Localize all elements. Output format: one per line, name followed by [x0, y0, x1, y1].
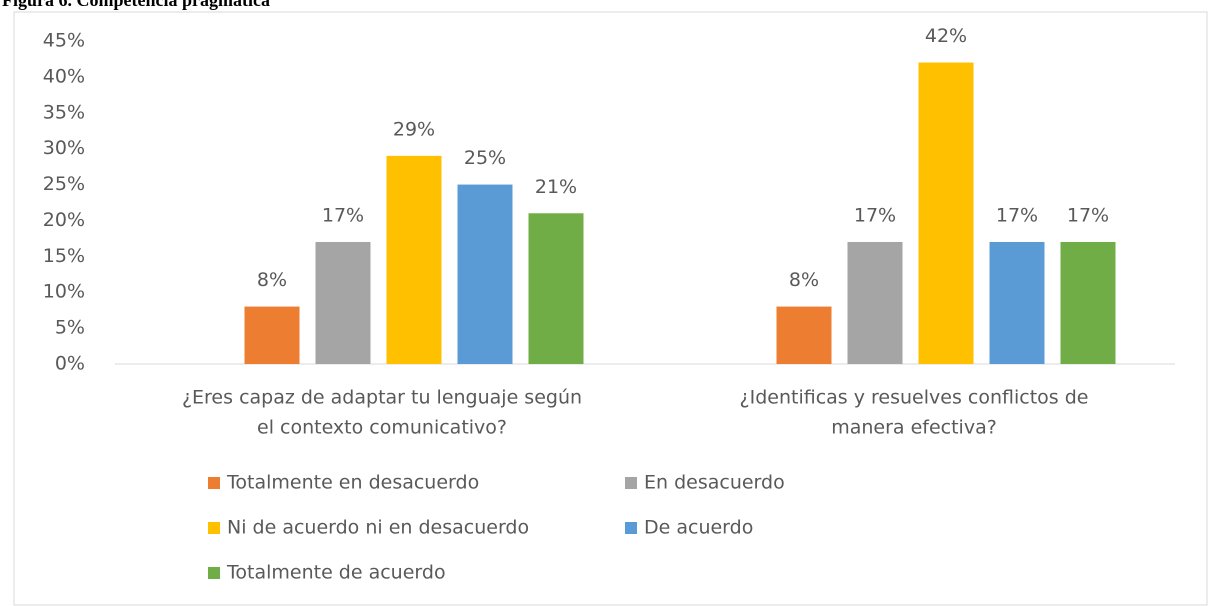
y-tick-label: 0%	[55, 353, 85, 375]
legend-label: De acuerdo	[644, 517, 753, 539]
bar	[847, 241, 903, 364]
caption: Figura 6. Competencia pragmática	[2, 0, 270, 10]
legend-label: En desacuerdo	[644, 472, 785, 494]
legend-label: Totalmente de acuerdo	[226, 562, 446, 584]
x-tick-label: ¿Eres capaz de adaptar tu lenguaje según	[182, 387, 582, 409]
value-label: 21%	[535, 176, 577, 198]
y-tick-label: 30%	[43, 137, 85, 159]
legend-swatch	[625, 477, 637, 489]
bar	[528, 213, 584, 364]
y-tick-label: 10%	[43, 281, 85, 303]
legend-label: Totalmente en desacuerdo	[226, 472, 479, 494]
y-tick-label: 40%	[43, 65, 85, 87]
value-label: 8%	[789, 269, 819, 291]
value-label: 25%	[464, 147, 506, 169]
legend-label: Ni de acuerdo ni en desacuerdo	[227, 517, 529, 539]
legend-swatch	[208, 567, 220, 579]
bar	[457, 184, 513, 364]
x-tick-label: el contexto comunicativo?	[257, 417, 507, 439]
value-label: 17%	[322, 204, 364, 226]
value-label: 8%	[257, 269, 287, 291]
value-label: 17%	[996, 204, 1038, 226]
bar	[244, 306, 300, 364]
bar	[386, 155, 442, 364]
bar	[989, 241, 1045, 364]
bar	[1060, 241, 1116, 364]
y-tick-label: 5%	[55, 317, 85, 339]
y-tick-label: 45%	[43, 30, 85, 52]
x-tick-label: ¿Identificas y resuelves conflictos de	[740, 387, 1089, 409]
value-label: 17%	[854, 204, 896, 226]
bar	[315, 241, 371, 364]
y-tick-label: 15%	[43, 245, 85, 267]
legend-swatch	[625, 522, 637, 534]
x-tick-label: manera efectiva?	[831, 417, 997, 439]
legend-swatch	[208, 522, 220, 534]
y-tick-label: 25%	[43, 173, 85, 195]
bar	[776, 306, 832, 364]
value-label: 29%	[393, 118, 435, 140]
legend-swatch	[208, 477, 220, 489]
bar	[918, 62, 974, 365]
value-label: 17%	[1067, 204, 1109, 226]
value-label: 42%	[925, 25, 967, 47]
y-tick-label: 20%	[43, 209, 85, 231]
y-tick-label: 35%	[43, 101, 85, 123]
